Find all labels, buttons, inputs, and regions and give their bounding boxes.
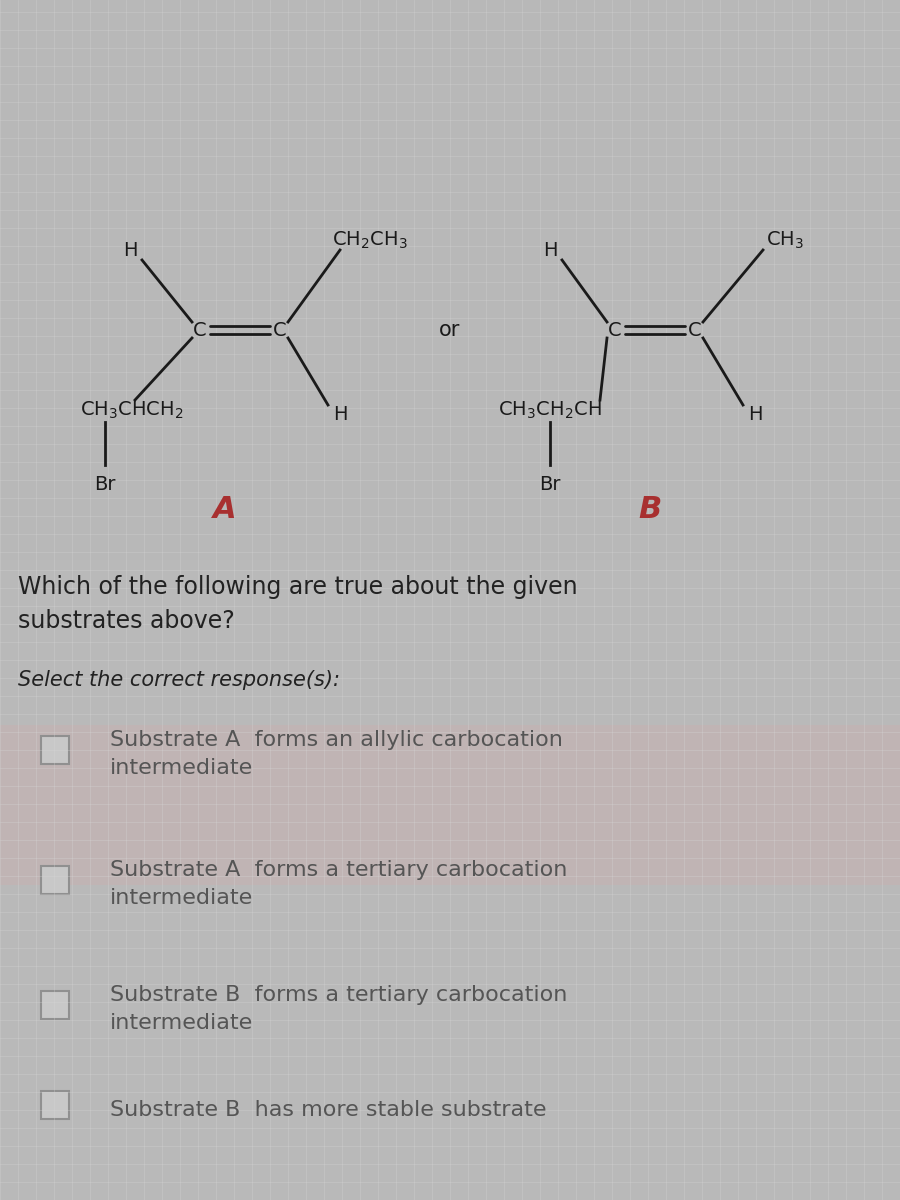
Text: or: or bbox=[439, 320, 461, 340]
Text: Substrate B  has more stable substrate: Substrate B has more stable substrate bbox=[110, 1100, 546, 1120]
Text: C: C bbox=[194, 320, 207, 340]
Text: H: H bbox=[122, 240, 137, 259]
Text: H: H bbox=[333, 406, 347, 425]
Text: Substrate A  forms an allylic carbocation
intermediate: Substrate A forms an allylic carbocation… bbox=[110, 730, 562, 778]
Text: H: H bbox=[543, 240, 557, 259]
Text: Substrate A  forms a tertiary carbocation
intermediate: Substrate A forms a tertiary carbocation… bbox=[110, 860, 567, 908]
Bar bbox=[0, 560, 900, 1200]
Text: CH$_3$CHCH$_2$: CH$_3$CHCH$_2$ bbox=[80, 400, 184, 421]
Bar bbox=[0, 725, 900, 886]
Text: CH$_3$CH$_2$CH: CH$_3$CH$_2$CH bbox=[499, 400, 602, 421]
Bar bbox=[41, 991, 69, 1019]
Text: CH$_2$CH$_3$: CH$_2$CH$_3$ bbox=[332, 229, 408, 251]
Text: Br: Br bbox=[539, 475, 561, 494]
Text: Select the correct response(s):: Select the correct response(s): bbox=[18, 670, 340, 690]
Text: B: B bbox=[638, 496, 662, 524]
Text: A: A bbox=[213, 496, 237, 524]
Bar bbox=[41, 736, 69, 764]
Text: Which of the following are true about the given
substrates above?: Which of the following are true about th… bbox=[18, 575, 578, 634]
Bar bbox=[41, 1091, 69, 1118]
Text: CH$_3$: CH$_3$ bbox=[766, 229, 804, 251]
Text: Br: Br bbox=[94, 475, 116, 494]
Text: Substrate B  forms a tertiary carbocation
intermediate: Substrate B forms a tertiary carbocation… bbox=[110, 985, 567, 1033]
Text: C: C bbox=[274, 320, 287, 340]
Text: H: H bbox=[748, 406, 762, 425]
Bar bbox=[41, 866, 69, 894]
Text: C: C bbox=[608, 320, 622, 340]
Text: C: C bbox=[688, 320, 702, 340]
